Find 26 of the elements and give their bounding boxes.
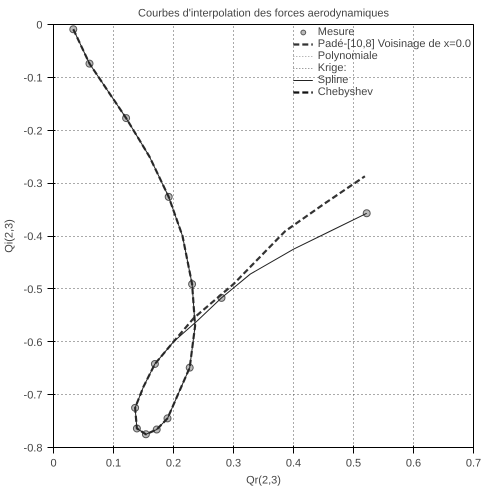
x-tick-label: 0.1 (106, 458, 122, 470)
x-tick-label: 0.2 (166, 458, 182, 470)
y-tick-label: -0.1 (24, 72, 43, 84)
y-axis-title: Qi(2,3) (4, 219, 16, 253)
legend-label: Padé-[10,8] Voisinage de x=0.0 (318, 38, 471, 50)
x-axis-title: Qr(2,3) (246, 474, 281, 486)
x-tick-label: 0.6 (406, 458, 422, 470)
y-tick-label: -0.5 (24, 284, 43, 296)
x-tick-label: 0.3 (226, 458, 242, 470)
x-tick-label: 0.5 (346, 458, 362, 470)
x-tick-label: 0.7 (466, 458, 482, 470)
legend-label: Polynomiale (318, 50, 378, 62)
y-tick-label: -0.2 (24, 125, 43, 138)
legend-label: Spline (318, 74, 348, 86)
y-tick-label: -0.4 (24, 231, 43, 243)
x-tick-label: 0.4 (286, 458, 302, 470)
chart-title: Courbes d'interpolation des forces aerodynamiques (138, 8, 390, 20)
legend-label: Krige: (318, 62, 347, 74)
y-tick-label: -0.8 (24, 442, 43, 454)
y-tick-label: -0.7 (24, 390, 43, 402)
y-tick-label: 0 (36, 20, 43, 32)
legend-label: Mesure (318, 26, 354, 38)
y-tick-label: -0.3 (24, 178, 43, 190)
x-tick-label: 0 (50, 458, 57, 470)
legend-label: Chebyshev (318, 86, 373, 98)
y-tick-label: -0.6 (24, 336, 43, 349)
